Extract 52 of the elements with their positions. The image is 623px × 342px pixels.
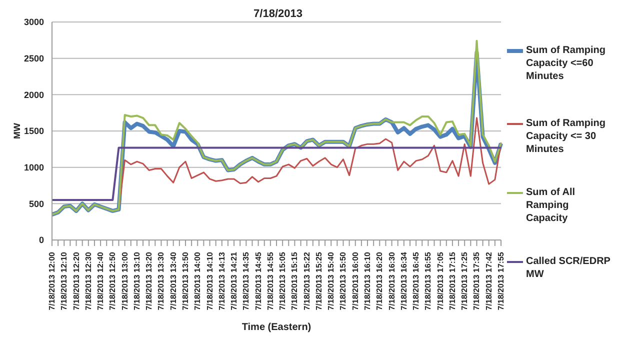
- y-tick-label: 1000: [24, 162, 44, 173]
- x-tick-label: 7/18/2013 16:00: [350, 251, 360, 310]
- x-tick-label: 7/18/2013 14:55: [266, 251, 275, 310]
- x-tick-label: 7/18/2013 14:21: [230, 251, 239, 310]
- x-tick-label: 7/18/2013 17:15: [448, 251, 457, 310]
- legend-label: Called SCR/EDRP MW: [526, 255, 612, 281]
- x-tick-label: 7/18/2013 13:50: [180, 251, 190, 310]
- x-tick-label: 7/18/2013 15:40: [326, 251, 336, 310]
- legend-label: Sum of Ramping Capacity <=60 Minutes: [526, 44, 606, 83]
- x-tick-label: 7/18/2013 12:50: [108, 251, 118, 310]
- x-tick-label: 7/18/2013 16:20: [375, 251, 384, 310]
- x-tick-label: 7/18/2013 15:50: [338, 251, 348, 310]
- x-tick-label: 7/18/2013 17:55: [496, 251, 506, 310]
- x-tick-label: 7/18/2013 16:30: [387, 251, 396, 310]
- x-tick-label: 7/18/2013 16:10: [363, 251, 372, 310]
- x-tick-label: 7/18/2013 15:15: [290, 251, 300, 310]
- x-tick-label: 7/18/2013 12:10: [60, 251, 69, 310]
- x-tick-label: 7/18/2013 14:45: [254, 251, 263, 310]
- x-tick-label: 7/18/2013 16:45: [412, 251, 421, 310]
- x-tick-label: 7/18/2013 16:34: [399, 251, 408, 310]
- x-tick-label: 7/18/2013 14:10: [205, 251, 214, 310]
- y-axis-title: MW: [12, 122, 22, 139]
- x-tick-label: 7/18/2013 17:35: [472, 251, 482, 310]
- y-tick-label: 500: [28, 198, 44, 209]
- x-tick-label: 7/18/2013 15:22: [302, 251, 312, 310]
- y-tick-label: 2500: [24, 54, 44, 64]
- legend-label: Sum of All Ramping Capacity: [526, 186, 576, 225]
- y-tick-label: 0: [38, 235, 44, 246]
- x-tick-label: 7/18/2013 13:30: [156, 251, 166, 310]
- legend-label: Sum of Ramping Capacity <= 30 Minutes: [526, 117, 606, 156]
- x-tick-label: 7/18/2013 15:05: [278, 251, 288, 310]
- x-tick-label: 7/18/2013 13:00: [120, 251, 130, 310]
- x-tick-label: 7/18/2013 17:25: [460, 251, 470, 310]
- x-tick-label: 7/18/2013 17:42: [484, 251, 494, 310]
- x-tick-label: 7/18/2013 12:30: [84, 251, 93, 310]
- x-tick-label: 7/18/2013 13:10: [132, 251, 142, 310]
- x-tick-label: 7/18/2013 14:35: [242, 251, 251, 310]
- x-tick-label: 7/18/2013 13:20: [144, 251, 154, 310]
- y-tick-label: 1500: [24, 126, 44, 136]
- x-tick-label: 7/18/2013 13:40: [168, 251, 178, 310]
- x-tick-label: 7/18/2013 16:55: [424, 251, 433, 310]
- x-tick-label: 7/18/2013 12:20: [72, 251, 81, 310]
- chart-title: 7/18/2013: [252, 8, 304, 20]
- x-tick-label: 7/18/2013 14:00: [193, 251, 202, 310]
- x-tick-label: 7/18/2013 15:25: [314, 251, 324, 310]
- x-tick-label: 7/18/2013 14:13: [217, 251, 226, 310]
- y-tick-label: 2000: [24, 90, 44, 100]
- x-axis-title: Time (Eastern): [242, 322, 312, 333]
- x-tick-label: 7/18/2013 12:00: [48, 251, 56, 310]
- y-tick-label: 3000: [24, 17, 44, 28]
- x-tick-label: 7/18/2013 17:05: [436, 251, 445, 310]
- x-tick-label: 7/18/2013 12:40: [96, 251, 106, 310]
